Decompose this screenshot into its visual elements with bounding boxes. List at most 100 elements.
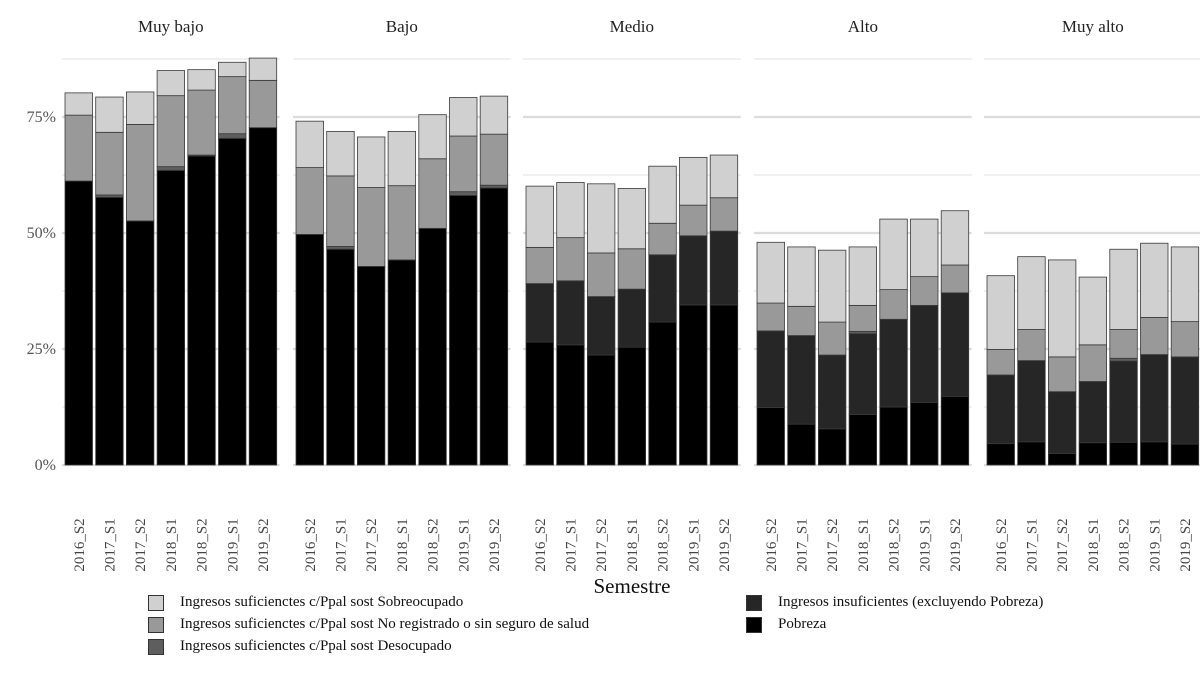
bar-segment-ingresos-insuficientes-excluyendo-pobreza <box>818 354 847 430</box>
bar-segment-ingresos-insuficientes-excluyendo-pobreza <box>556 280 585 346</box>
bar-segment-ingresos-suficienctes-c-ppal-sost-sobreocupado <box>449 97 478 137</box>
bar-segment-ingresos-suficienctes-c-ppal-sost-no-registrado-o-sin-seguro-de-salud <box>940 264 970 294</box>
bar-segment-pobreza <box>418 227 447 466</box>
bar-segment-ingresos-suficienctes-c-ppal-sost-desocupado <box>1109 357 1138 362</box>
y-tick-label: 25% <box>27 341 56 358</box>
bar-segment-ingresos-suficienctes-c-ppal-sost-sobreocupado <box>1109 248 1138 330</box>
bar-segment-pobreza <box>556 344 585 466</box>
bar-segment-ingresos-insuficientes-excluyendo-pobreza <box>525 283 554 343</box>
bar-segment-ingresos-suficienctes-c-ppal-sost-no-registrado-o-sin-seguro-de-salud <box>648 222 677 256</box>
bar-segment-pobreza <box>1109 441 1138 466</box>
bar-segment-pobreza <box>449 195 478 466</box>
bar-segment-ingresos-suficienctes-c-ppal-sost-no-registrado-o-sin-seguro-de-salud <box>1017 329 1046 361</box>
bar-segment-pobreza <box>986 443 1015 466</box>
bar-segment-ingresos-suficienctes-c-ppal-sost-sobreocupado <box>64 92 93 116</box>
bar-segment-pobreza <box>1048 452 1077 466</box>
bar-segment-ingresos-insuficientes-excluyendo-pobreza <box>910 304 939 403</box>
legend-key <box>746 594 762 611</box>
bar-segment-ingresos-insuficientes-excluyendo-pobreza <box>1109 360 1138 443</box>
legend-item-ingresos-insuficientes: Ingresos insuficientes (excluyendo Pobre… <box>746 594 1043 611</box>
bar-segment-ingresos-insuficientes-excluyendo-pobreza <box>617 288 646 348</box>
x-tick-label: 2019_S1 <box>917 518 933 571</box>
bar-segment-ingresos-suficienctes-c-ppal-sost-no-registrado-o-sin-seguro-de-salud <box>617 248 646 290</box>
bar-segment-ingresos-suficienctes-c-ppal-sost-no-registrado-o-sin-seguro-de-salud <box>479 133 509 186</box>
bar-segment-ingresos-insuficientes-excluyendo-pobreza <box>679 235 708 306</box>
legend-item-desocupado: Ingresos suficienctes c/Ppal sost Desocu… <box>148 638 452 655</box>
bar-segment-ingresos-insuficientes-excluyendo-pobreza <box>709 230 739 306</box>
x-tick-label: 2018_S1 <box>625 518 641 571</box>
bar-segment-ingresos-insuficientes-excluyendo-pobreza <box>879 318 908 408</box>
bar-segment-ingresos-suficienctes-c-ppal-sost-sobreocupado <box>295 120 324 168</box>
bar-segment-ingresos-insuficientes-excluyendo-pobreza <box>1140 354 1169 443</box>
bar-segment-ingresos-suficienctes-c-ppal-sost-sobreocupado <box>787 246 816 307</box>
bar-segment-ingresos-suficienctes-c-ppal-sost-no-registrado-o-sin-seguro-de-salud <box>326 175 355 247</box>
bar-segment-ingresos-suficienctes-c-ppal-sost-no-registrado-o-sin-seguro-de-salud <box>1109 329 1138 359</box>
bar-segment-ingresos-suficienctes-c-ppal-sost-sobreocupado <box>156 70 186 97</box>
bar-segment-pobreza <box>95 196 124 466</box>
x-tick-label: 2019_S2 <box>1178 518 1194 571</box>
bar-segment-ingresos-insuficientes-excluyendo-pobreza <box>1170 356 1200 445</box>
bar-segment-ingresos-suficienctes-c-ppal-sost-sobreocupado <box>1048 259 1077 358</box>
bar-segment-ingresos-suficienctes-c-ppal-sost-no-registrado-o-sin-seguro-de-salud <box>1048 356 1077 393</box>
bar-segment-pobreza <box>525 341 554 466</box>
bar-segment-ingresos-insuficientes-excluyendo-pobreza <box>940 292 970 397</box>
bar-segment-pobreza <box>1140 441 1169 466</box>
x-tick-label: 2017_S1 <box>563 518 579 571</box>
bar-segment-ingresos-insuficientes-excluyendo-pobreza <box>848 333 877 415</box>
bar-segment-pobreza <box>679 304 708 466</box>
bar-segment-ingresos-suficienctes-c-ppal-sost-no-registrado-o-sin-seguro-de-salud <box>1140 317 1169 355</box>
bar-segment-ingresos-suficienctes-c-ppal-sost-desocupado <box>156 166 186 171</box>
x-axis-title: Semestre <box>594 574 671 598</box>
bar-segment-ingresos-suficienctes-c-ppal-sost-no-registrado-o-sin-seguro-de-salud <box>248 79 278 129</box>
x-tick-label: 2017_S2 <box>1055 518 1071 571</box>
bar-segment-ingresos-suficienctes-c-ppal-sost-sobreocupado <box>525 185 554 248</box>
bar-segment-ingresos-suficienctes-c-ppal-sost-no-registrado-o-sin-seguro-de-salud <box>156 95 186 168</box>
x-tick-label: 2016_S2 <box>72 518 88 571</box>
bar-segment-ingresos-suficienctes-c-ppal-sost-sobreocupado <box>910 218 939 278</box>
bar-segment-ingresos-suficienctes-c-ppal-sost-no-registrado-o-sin-seguro-de-salud <box>95 131 124 196</box>
bar-segment-ingresos-suficienctes-c-ppal-sost-no-registrado-o-sin-seguro-de-salud <box>556 237 585 282</box>
bar-segment-pobreza <box>1017 441 1046 466</box>
bar-segment-ingresos-suficienctes-c-ppal-sost-no-registrado-o-sin-seguro-de-salud <box>986 349 1015 376</box>
bar-segment-ingresos-suficienctes-c-ppal-sost-no-registrado-o-sin-seguro-de-salud <box>218 76 247 135</box>
bar-segment-pobreza <box>356 266 386 466</box>
x-tick-label: 2018_S2 <box>426 518 442 571</box>
legend-key <box>148 638 164 655</box>
bar-segment-ingresos-suficienctes-c-ppal-sost-no-registrado-o-sin-seguro-de-salud <box>126 124 155 222</box>
bar-segment-pobreza <box>248 127 278 466</box>
x-tick-label: 2018_S1 <box>395 518 411 571</box>
bar-segment-ingresos-suficienctes-c-ppal-sost-sobreocupado <box>617 188 646 250</box>
bar-segment-pobreza <box>326 248 355 466</box>
x-tick-label: 2019_S1 <box>456 518 472 571</box>
bar-segment-ingresos-suficienctes-c-ppal-sost-sobreocupado <box>986 275 1015 350</box>
bar-segment-ingresos-insuficientes-excluyendo-pobreza <box>587 296 616 356</box>
x-tick-label: 2019_S2 <box>256 518 272 571</box>
bar-segment-ingresos-suficienctes-c-ppal-sost-sobreocupado <box>818 249 847 323</box>
bar-segment-ingresos-suficienctes-c-ppal-sost-no-registrado-o-sin-seguro-de-salud <box>848 304 877 332</box>
x-tick-label: 2017_S1 <box>333 518 349 571</box>
bar-segment-pobreza <box>64 180 93 466</box>
bar-segment-ingresos-suficienctes-c-ppal-sost-no-registrado-o-sin-seguro-de-salud <box>187 89 216 156</box>
bar-segment-pobreza <box>910 401 939 466</box>
bar-segment-ingresos-insuficientes-excluyendo-pobreza <box>1017 360 1046 443</box>
legend-label: Ingresos suficienctes c/Ppal sost No reg… <box>180 616 590 632</box>
bar-segment-ingresos-suficienctes-c-ppal-sost-no-registrado-o-sin-seguro-de-salud <box>587 252 616 297</box>
x-tick-label: 2019_S2 <box>948 518 964 571</box>
legend-key <box>148 616 164 633</box>
bar-segment-ingresos-suficienctes-c-ppal-sost-sobreocupado <box>387 130 417 187</box>
bar-segment-pobreza <box>187 155 216 466</box>
bar-segment-ingresos-suficienctes-c-ppal-sost-sobreocupado <box>479 95 509 135</box>
bar-segment-ingresos-suficienctes-c-ppal-sost-sobreocupado <box>218 61 247 78</box>
bar-segment-ingresos-insuficientes-excluyendo-pobreza <box>787 335 816 425</box>
bar-segment-ingresos-suficienctes-c-ppal-sost-sobreocupado <box>648 165 677 224</box>
bar-segment-pobreza <box>156 169 186 466</box>
bar-segment-pobreza <box>940 395 970 466</box>
bar-segment-ingresos-suficienctes-c-ppal-sost-sobreocupado <box>940 210 970 266</box>
bar-segment-ingresos-suficienctes-c-ppal-sost-sobreocupado <box>679 156 708 206</box>
bar-segment-ingresos-suficienctes-c-ppal-sost-sobreocupado <box>248 57 278 81</box>
x-tick-label: 2019_S1 <box>1147 518 1163 571</box>
x-tick-label: 2018_S1 <box>856 518 872 571</box>
x-tick-label: 2018_S2 <box>1117 518 1133 571</box>
legend-key <box>746 616 762 633</box>
bar-segment-pobreza <box>1078 442 1107 466</box>
